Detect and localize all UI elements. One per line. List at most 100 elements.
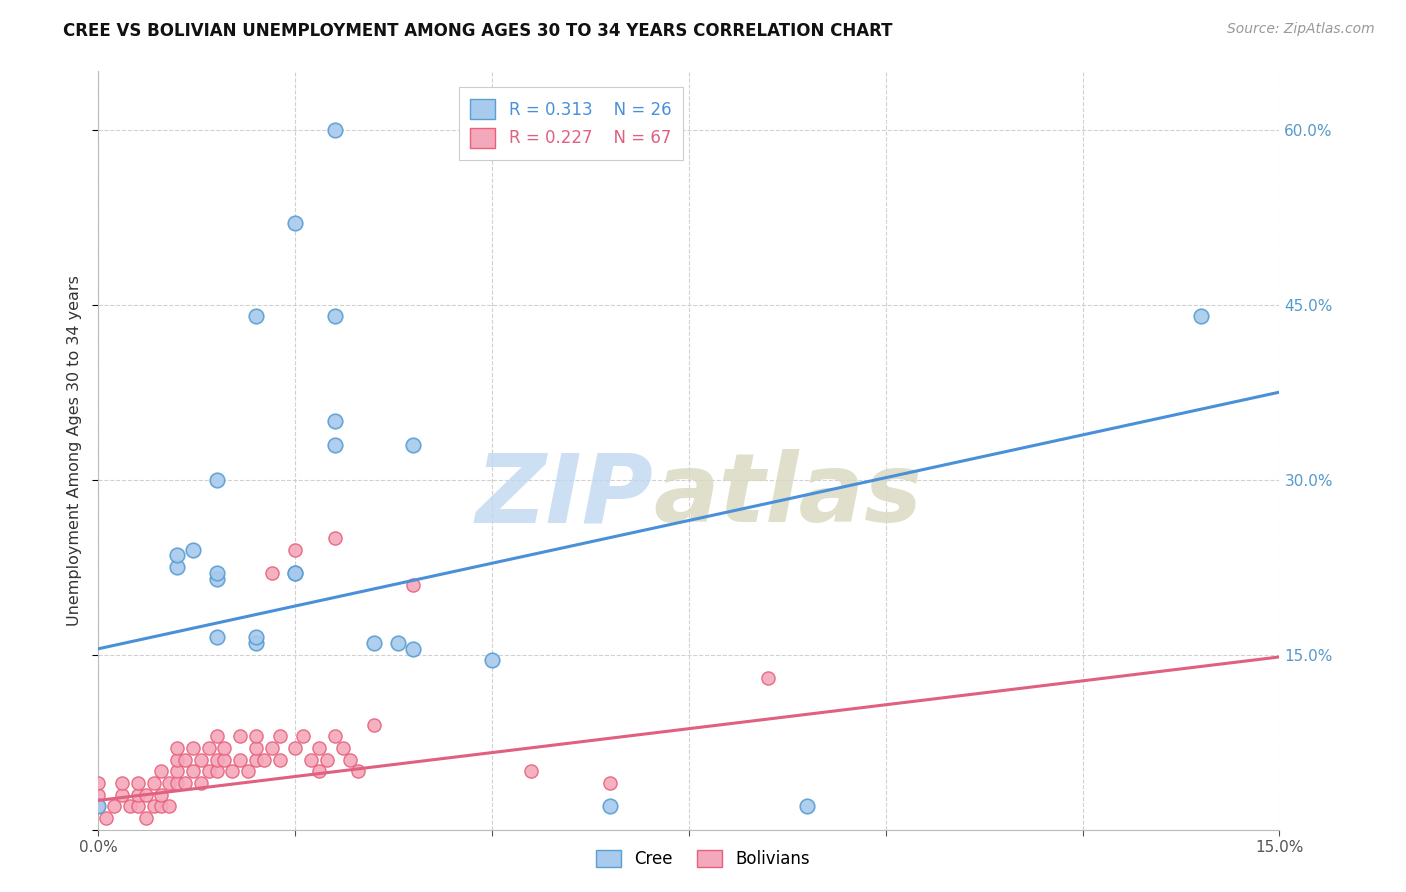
- Point: [402, 437, 425, 451]
- Point: [205, 566, 228, 580]
- Point: [87, 788, 110, 802]
- Point: [205, 473, 228, 487]
- Point: [315, 753, 337, 767]
- Point: [142, 799, 165, 814]
- Point: [205, 572, 228, 586]
- Point: [142, 776, 165, 790]
- Point: [229, 753, 252, 767]
- Point: [520, 764, 543, 779]
- Point: [214, 753, 236, 767]
- Point: [339, 753, 361, 767]
- Point: [174, 776, 197, 790]
- Point: [221, 764, 243, 779]
- Point: [245, 740, 267, 755]
- Point: [87, 776, 110, 790]
- Point: [166, 740, 188, 755]
- Point: [87, 799, 110, 814]
- Point: [323, 414, 346, 428]
- Point: [190, 753, 212, 767]
- Point: [166, 764, 188, 779]
- Point: [599, 776, 621, 790]
- Point: [166, 549, 188, 563]
- Point: [150, 788, 173, 802]
- Legend: R = 0.313    N = 26, R = 0.227    N = 67: R = 0.313 N = 26, R = 0.227 N = 67: [458, 87, 683, 160]
- Point: [284, 566, 307, 580]
- Point: [245, 729, 267, 743]
- Point: [127, 776, 149, 790]
- Point: [332, 740, 354, 755]
- Point: [205, 630, 228, 644]
- Point: [157, 776, 180, 790]
- Point: [96, 811, 118, 825]
- Point: [387, 636, 409, 650]
- Point: [190, 776, 212, 790]
- Point: [214, 740, 236, 755]
- Point: [127, 799, 149, 814]
- Point: [135, 788, 157, 802]
- Point: [269, 753, 291, 767]
- Point: [599, 799, 621, 814]
- Point: [260, 740, 283, 755]
- Point: [308, 764, 330, 779]
- Point: [402, 577, 425, 591]
- Point: [323, 729, 346, 743]
- Point: [323, 531, 346, 545]
- Point: [197, 740, 219, 755]
- Point: [181, 764, 204, 779]
- Point: [1189, 310, 1212, 324]
- Point: [135, 811, 157, 825]
- Point: [150, 799, 173, 814]
- Point: [323, 310, 346, 324]
- Point: [174, 753, 197, 767]
- Text: atlas: atlas: [654, 450, 922, 542]
- Text: ZIP: ZIP: [475, 450, 654, 542]
- Point: [402, 641, 425, 656]
- Point: [205, 753, 228, 767]
- Text: Source: ZipAtlas.com: Source: ZipAtlas.com: [1227, 22, 1375, 37]
- Point: [323, 122, 346, 136]
- Point: [111, 788, 134, 802]
- Point: [197, 764, 219, 779]
- Point: [111, 776, 134, 790]
- Legend: Cree, Bolivians: Cree, Bolivians: [589, 843, 817, 875]
- Point: [166, 753, 188, 767]
- Text: CREE VS BOLIVIAN UNEMPLOYMENT AMONG AGES 30 TO 34 YEARS CORRELATION CHART: CREE VS BOLIVIAN UNEMPLOYMENT AMONG AGES…: [63, 22, 893, 40]
- Point: [150, 764, 173, 779]
- Point: [229, 729, 252, 743]
- Point: [253, 753, 276, 767]
- Point: [323, 437, 346, 451]
- Point: [269, 729, 291, 743]
- Point: [205, 764, 228, 779]
- Point: [245, 630, 267, 644]
- Point: [347, 764, 370, 779]
- Point: [236, 764, 259, 779]
- Point: [127, 788, 149, 802]
- Y-axis label: Unemployment Among Ages 30 to 34 years: Unemployment Among Ages 30 to 34 years: [66, 275, 82, 626]
- Point: [245, 636, 267, 650]
- Point: [103, 799, 125, 814]
- Point: [181, 740, 204, 755]
- Point: [299, 753, 322, 767]
- Point: [245, 753, 267, 767]
- Point: [756, 671, 779, 685]
- Point: [166, 560, 188, 574]
- Point: [87, 799, 110, 814]
- Point: [166, 776, 188, 790]
- Point: [284, 740, 307, 755]
- Point: [284, 566, 307, 580]
- Point: [363, 636, 385, 650]
- Point: [481, 653, 503, 667]
- Point: [284, 542, 307, 557]
- Point: [260, 566, 283, 580]
- Point: [245, 310, 267, 324]
- Point: [308, 740, 330, 755]
- Point: [363, 717, 385, 731]
- Point: [796, 799, 818, 814]
- Point: [284, 566, 307, 580]
- Point: [157, 799, 180, 814]
- Point: [118, 799, 141, 814]
- Point: [292, 729, 315, 743]
- Point: [181, 542, 204, 557]
- Point: [205, 729, 228, 743]
- Point: [284, 216, 307, 230]
